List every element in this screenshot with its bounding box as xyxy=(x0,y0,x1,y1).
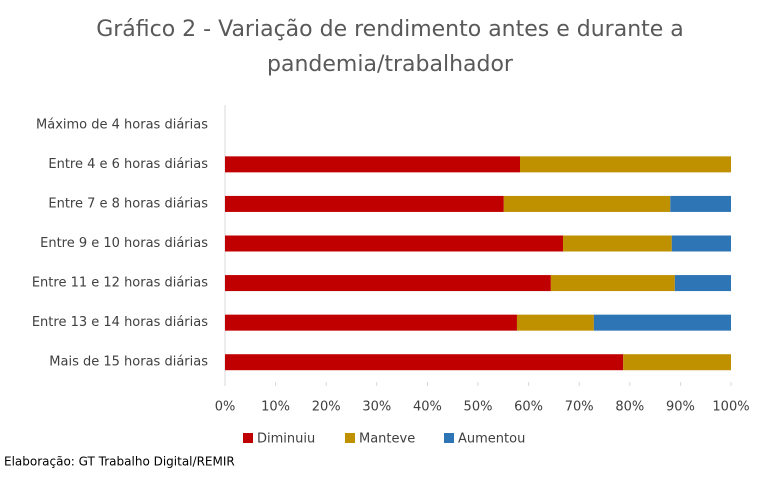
x-tick-label: 10% xyxy=(261,400,290,415)
legend-label: Manteve xyxy=(359,432,415,447)
bar-segment xyxy=(225,195,504,212)
y-tick-label: Entre 11 e 12 horas diárias xyxy=(32,276,208,291)
bar-segment xyxy=(550,275,675,292)
x-tick-label: 40% xyxy=(413,400,442,415)
bar-segment xyxy=(225,314,517,331)
x-tick-label: 0% xyxy=(215,400,236,415)
chart-title: Gráfico 2 - Variação de rendimento antes… xyxy=(96,17,684,42)
bar-segment xyxy=(563,235,672,252)
legend-swatch xyxy=(345,433,355,443)
bar-segment xyxy=(674,275,731,292)
bar-segment xyxy=(225,156,520,173)
y-tick-label: Mais de 15 horas diárias xyxy=(49,355,208,370)
bar-segment xyxy=(503,195,671,212)
bar-segment xyxy=(225,354,624,371)
y-tick-label: Máximo de 4 horas diárias xyxy=(36,117,208,132)
y-tick-label: Entre 4 e 6 horas diárias xyxy=(48,157,208,172)
bar-segment xyxy=(593,314,731,331)
x-tick-label: 70% xyxy=(565,400,594,415)
bar-segment xyxy=(516,314,594,331)
legend-label: Diminuiu xyxy=(257,432,315,447)
bar-segment xyxy=(671,235,731,252)
legend-swatch xyxy=(243,433,253,443)
x-tick-label: 50% xyxy=(464,400,493,415)
x-tick-label: 100% xyxy=(712,400,749,415)
x-tick-label: 80% xyxy=(615,400,644,415)
x-tick-label: 60% xyxy=(514,400,543,415)
chart-title: pandemia/trabalhador xyxy=(267,52,514,77)
bar-segment xyxy=(623,354,731,371)
y-tick-label: Entre 9 e 10 horas diárias xyxy=(40,236,208,251)
bar-segment xyxy=(519,156,731,173)
source-note: Elaboração: GT Trabalho Digital/REMIR xyxy=(4,455,235,469)
y-tick-label: Entre 7 e 8 horas diárias xyxy=(48,196,208,211)
legend-label: Aumentou xyxy=(458,432,525,447)
bar-segment xyxy=(225,235,564,252)
x-tick-label: 20% xyxy=(312,400,341,415)
legend-swatch xyxy=(444,433,454,443)
bar-segment xyxy=(225,275,551,292)
x-tick-label: 30% xyxy=(362,400,391,415)
y-tick-label: Entre 13 e 14 horas diárias xyxy=(32,315,208,330)
bar-segment xyxy=(670,195,731,212)
x-tick-label: 90% xyxy=(666,400,695,415)
